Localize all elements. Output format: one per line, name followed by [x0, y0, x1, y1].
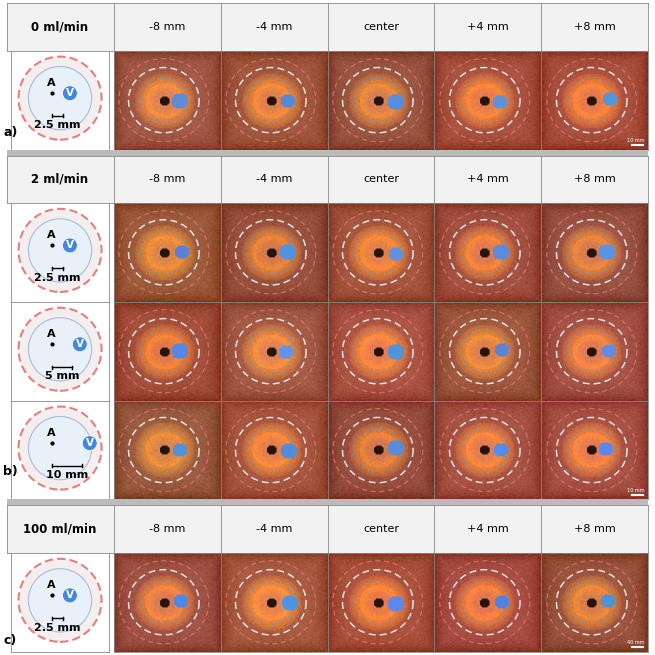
Circle shape: [83, 436, 97, 451]
Text: 0 ml/min: 0 ml/min: [31, 20, 88, 33]
Text: a): a): [3, 126, 18, 140]
Text: 2.5 mm: 2.5 mm: [34, 272, 81, 283]
Text: center: center: [363, 524, 399, 534]
Text: 5 mm: 5 mm: [45, 371, 79, 381]
Text: V: V: [66, 240, 74, 250]
Text: 10 mm: 10 mm: [627, 138, 644, 143]
Circle shape: [73, 337, 87, 352]
Text: 100 ml/min: 100 ml/min: [24, 523, 97, 536]
Text: A: A: [47, 329, 56, 339]
Text: -8 mm: -8 mm: [149, 174, 185, 184]
Circle shape: [28, 219, 92, 282]
Text: 2.5 mm: 2.5 mm: [34, 121, 81, 130]
Circle shape: [18, 559, 102, 642]
Text: 2 ml/min: 2 ml/min: [31, 173, 88, 186]
Circle shape: [62, 588, 77, 603]
Text: V: V: [86, 438, 94, 448]
Text: 40 mm: 40 mm: [627, 640, 644, 645]
Text: b): b): [3, 465, 18, 477]
Text: +4 mm: +4 mm: [467, 174, 509, 184]
Text: +8 mm: +8 mm: [574, 22, 616, 32]
Circle shape: [28, 569, 92, 632]
Circle shape: [18, 308, 102, 391]
Text: A: A: [47, 580, 56, 590]
Circle shape: [18, 407, 102, 489]
Text: V: V: [76, 339, 84, 349]
Text: 10 mm: 10 mm: [46, 470, 88, 480]
Text: +8 mm: +8 mm: [574, 524, 616, 534]
Text: -4 mm: -4 mm: [256, 22, 292, 32]
Text: -4 mm: -4 mm: [256, 174, 292, 184]
Text: A: A: [47, 78, 56, 88]
Text: center: center: [363, 22, 399, 32]
Text: +8 mm: +8 mm: [574, 174, 616, 184]
Text: c): c): [3, 633, 16, 646]
Text: -8 mm: -8 mm: [149, 524, 185, 534]
Text: center: center: [363, 174, 399, 184]
Circle shape: [62, 86, 77, 101]
Circle shape: [18, 56, 102, 140]
Circle shape: [28, 318, 92, 381]
Text: V: V: [66, 590, 74, 601]
Circle shape: [62, 238, 77, 253]
Circle shape: [18, 209, 102, 292]
Text: 2.5 mm: 2.5 mm: [34, 622, 81, 633]
Text: A: A: [47, 428, 56, 438]
Text: +4 mm: +4 mm: [467, 524, 509, 534]
Circle shape: [28, 417, 92, 479]
Text: V: V: [66, 88, 74, 98]
Text: -4 mm: -4 mm: [256, 524, 292, 534]
Text: +4 mm: +4 mm: [467, 22, 509, 32]
Text: A: A: [47, 230, 56, 240]
Text: 10 mm: 10 mm: [627, 487, 644, 493]
Text: -8 mm: -8 mm: [149, 22, 185, 32]
Circle shape: [28, 67, 92, 130]
